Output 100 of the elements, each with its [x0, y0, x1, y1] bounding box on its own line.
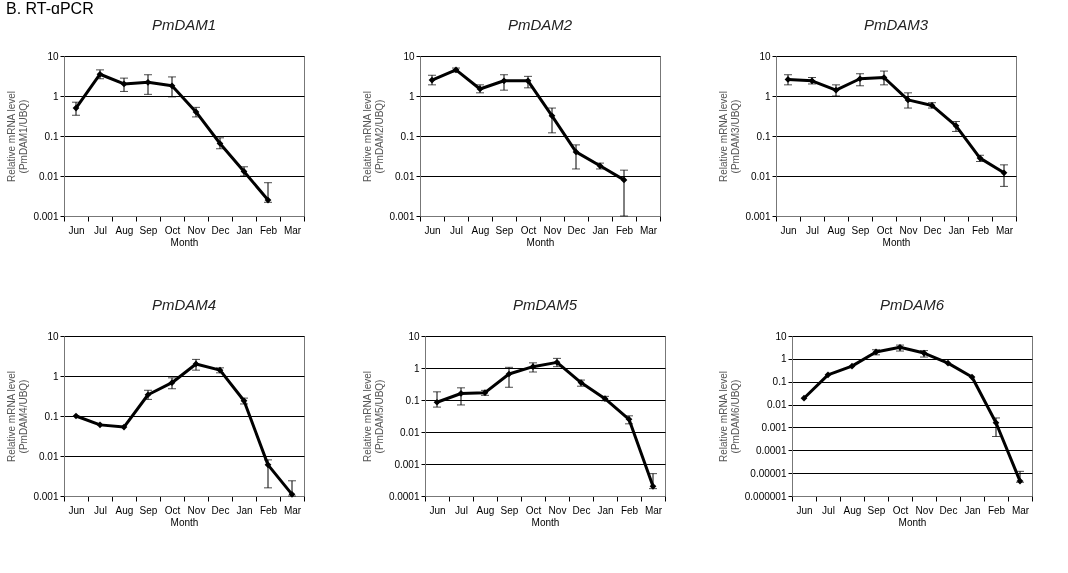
- y-tick-label: 0.001: [394, 458, 420, 470]
- x-tick-label: Feb: [615, 224, 634, 236]
- x-tick-label: Jun: [68, 504, 85, 516]
- y-tick-label: 0.1: [400, 130, 415, 142]
- chart-title: PmDAM5: [512, 296, 578, 313]
- point: [120, 423, 128, 431]
- x-tick-label: Jul: [455, 504, 468, 516]
- x-tick-label: Dec: [572, 504, 591, 516]
- point: [800, 394, 808, 402]
- point: [264, 196, 272, 204]
- point: [72, 412, 80, 420]
- y-tick-label: 0.001: [33, 490, 59, 502]
- x-tick-label: Dec: [567, 224, 586, 236]
- y-tick-label: 1: [408, 90, 415, 102]
- chart-title: PmDAM6: [879, 296, 945, 313]
- point: [505, 370, 513, 378]
- y-tick-label: 0.01: [39, 450, 59, 462]
- point: [72, 104, 80, 112]
- point: [433, 398, 441, 406]
- x-tick-label: Aug: [827, 224, 846, 236]
- point: [848, 362, 856, 370]
- x-axis-title: Month: [882, 236, 911, 248]
- y-tick-label: 0.0001: [755, 444, 787, 456]
- y-tick-label: 0.1: [772, 376, 787, 388]
- x-tick-label: Jan: [948, 224, 965, 236]
- y-tick-label: 0.001: [761, 421, 787, 433]
- x-tick-label: Oct: [164, 504, 181, 516]
- x-tick-label: Nov: [543, 224, 562, 236]
- point: [572, 148, 580, 156]
- y-tick-label: 0.1: [405, 394, 420, 406]
- point: [904, 96, 912, 104]
- x-tick-label: Nov: [187, 504, 206, 516]
- chart-title: PmDAM3: [863, 16, 929, 33]
- x-tick-label: Oct: [164, 224, 181, 236]
- x-tick-label: Oct: [876, 224, 893, 236]
- text: B. RT-qPCR: [6, 0, 94, 18]
- y-axis-title: Relative mRNA level (PmDAM6/UBQ): [717, 370, 741, 463]
- point: [620, 176, 628, 184]
- point: [120, 80, 128, 88]
- y-tick-label: 1: [52, 370, 59, 382]
- y-tick-label: 10: [47, 330, 59, 342]
- x-axis-title: Month: [898, 516, 927, 528]
- x-tick-label: Sep: [867, 504, 886, 516]
- x-tick-label: Mar: [995, 224, 1014, 236]
- point: [264, 461, 272, 469]
- point: [500, 77, 508, 85]
- x-tick-label: Aug: [471, 224, 490, 236]
- chart-title: PmDAM2: [507, 16, 573, 33]
- y-tick-label: 0.0001: [388, 490, 420, 502]
- y-tick-label: 0.01: [767, 399, 787, 411]
- point: [824, 371, 832, 379]
- x-tick-label: Aug: [115, 224, 134, 236]
- x-tick-label: Jun: [780, 224, 797, 236]
- x-tick-label: Mar: [283, 504, 302, 516]
- x-tick-label: Aug: [843, 504, 862, 516]
- x-tick-label: Nov: [899, 224, 918, 236]
- y-tick-label: 10: [759, 50, 771, 62]
- x-tick-label: Mar: [639, 224, 658, 236]
- y-axis-title: Relative mRNA level (PmDAM4/UBQ): [6, 370, 30, 463]
- point: [548, 112, 556, 120]
- point: [1000, 169, 1008, 177]
- point: [524, 77, 532, 85]
- y-tick-label: 10: [775, 330, 787, 342]
- y-axis-title: Relative mRNA level (PmDAM2/UBQ): [362, 90, 386, 183]
- x-tick-label: Jul: [822, 504, 835, 516]
- y-tick-label: 0.01: [751, 170, 771, 182]
- chart-title: PmDAM1: [151, 16, 217, 33]
- x-tick-label: Sep: [495, 224, 514, 236]
- x-tick-label: Oct: [520, 224, 537, 236]
- point: [992, 419, 1000, 427]
- chart-title: PmDAM4: [151, 296, 217, 313]
- x-tick-label: Jun: [68, 224, 85, 236]
- x-tick-label: Dec: [923, 224, 942, 236]
- x-tick-label: Jan: [236, 224, 253, 236]
- x-tick-label: Jun: [796, 504, 813, 516]
- y-tick-label: 0.01: [400, 426, 420, 438]
- x-tick-label: Jun: [424, 224, 441, 236]
- x-tick-label: Feb: [971, 224, 990, 236]
- x-tick-label: Oct: [525, 504, 542, 516]
- x-tick-label: Sep: [139, 504, 158, 516]
- point: [968, 373, 976, 381]
- x-tick-label: Nov: [548, 504, 567, 516]
- x-axis-title: Month: [531, 516, 560, 528]
- y-tick-label: 0.1: [44, 130, 59, 142]
- y-tick-label: 10: [408, 330, 420, 342]
- x-tick-label: Dec: [211, 224, 230, 236]
- y-tick-label: 1: [764, 90, 771, 102]
- x-tick-label: Feb: [259, 224, 278, 236]
- y-tick-label: 0.001: [33, 210, 59, 222]
- x-tick-label: Jun: [429, 504, 446, 516]
- point: [168, 82, 176, 90]
- x-tick-label: Jan: [592, 224, 609, 236]
- y-tick-label: 0.001: [389, 210, 415, 222]
- x-tick-label: Mar: [644, 504, 663, 516]
- x-axis-title: Month: [526, 236, 555, 248]
- x-tick-label: Sep: [500, 504, 519, 516]
- y-tick-label: 1: [413, 362, 420, 374]
- y-tick-label: 0.01: [395, 170, 415, 182]
- point: [1016, 477, 1024, 485]
- x-tick-label: Feb: [987, 504, 1006, 516]
